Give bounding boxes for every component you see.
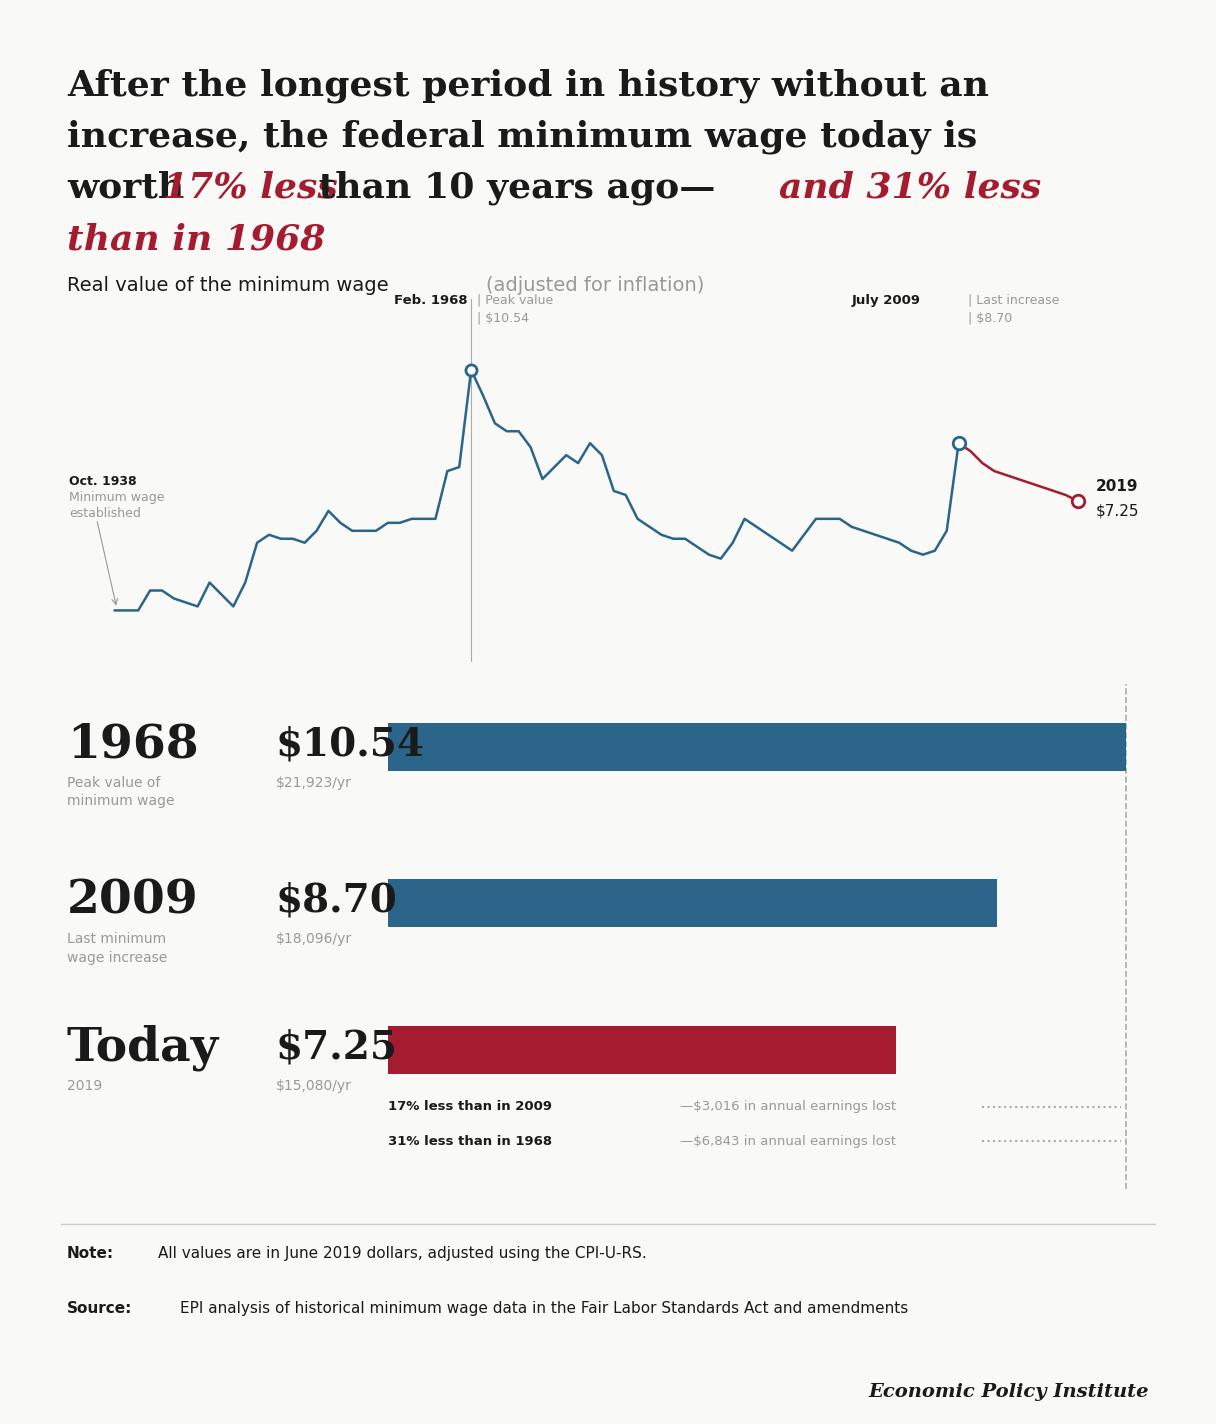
Text: Today: Today <box>67 1024 219 1071</box>
Text: and 31% less: and 31% less <box>779 171 1042 205</box>
Text: 2019: 2019 <box>67 1079 102 1094</box>
Text: $8.70: $8.70 <box>276 881 398 920</box>
Text: than in 1968: than in 1968 <box>67 222 325 256</box>
Text: —$6,843 in annual earnings lost: —$6,843 in annual earnings lost <box>680 1135 896 1148</box>
Text: established: established <box>69 507 141 520</box>
Text: 17% less: 17% less <box>163 171 338 205</box>
Text: increase, the federal minimum wage today is: increase, the federal minimum wage today… <box>67 120 978 154</box>
Text: 2019: 2019 <box>1096 480 1138 494</box>
Text: Oct. 1938: Oct. 1938 <box>69 476 137 488</box>
Text: Peak value of
minimum wage: Peak value of minimum wage <box>67 776 174 809</box>
Text: 17% less than in 2009: 17% less than in 2009 <box>388 1101 552 1114</box>
Text: than 10 years ago—: than 10 years ago— <box>306 171 716 205</box>
Text: | $8.70: | $8.70 <box>968 312 1013 325</box>
Text: $15,080/yr: $15,080/yr <box>276 1079 351 1094</box>
Text: 1968: 1968 <box>67 721 198 768</box>
Text: $10.54: $10.54 <box>276 725 424 763</box>
Text: After the longest period in history without an: After the longest period in history with… <box>67 68 989 103</box>
Text: Note:: Note: <box>67 1246 114 1262</box>
FancyBboxPatch shape <box>388 723 1126 770</box>
Text: | $10.54: | $10.54 <box>477 312 529 325</box>
Text: Source:: Source: <box>67 1302 133 1316</box>
Text: | Last increase: | Last increase <box>968 293 1059 306</box>
Text: EPI analysis of historical minimum wage data in the Fair Labor Standards Act and: EPI analysis of historical minimum wage … <box>180 1302 908 1316</box>
Text: Minimum wage: Minimum wage <box>69 491 164 504</box>
Text: $7.25: $7.25 <box>1096 503 1139 518</box>
Text: July 2009: July 2009 <box>851 293 921 306</box>
FancyBboxPatch shape <box>388 880 997 927</box>
Text: All values are in June 2019 dollars, adjusted using the CPI-U-RS.: All values are in June 2019 dollars, adj… <box>158 1246 647 1262</box>
Text: worth: worth <box>67 171 197 205</box>
Text: 2009: 2009 <box>67 877 198 924</box>
Text: Feb. 1968: Feb. 1968 <box>394 293 467 306</box>
FancyBboxPatch shape <box>388 1027 896 1074</box>
Text: Economic Policy Institute: Economic Policy Institute <box>868 1383 1149 1401</box>
Text: $18,096/yr: $18,096/yr <box>276 933 351 947</box>
Text: 31% less than in 1968: 31% less than in 1968 <box>388 1135 552 1148</box>
Text: | Peak value: | Peak value <box>477 293 553 306</box>
Text: Last minimum
wage increase: Last minimum wage increase <box>67 933 167 965</box>
Text: —$3,016 in annual earnings lost: —$3,016 in annual earnings lost <box>680 1101 896 1114</box>
Text: (adjusted for inflation): (adjusted for inflation) <box>486 276 705 295</box>
Text: Real value of the minimum wage: Real value of the minimum wage <box>67 276 395 295</box>
Text: $21,923/yr: $21,923/yr <box>276 776 351 790</box>
Text: $7.25: $7.25 <box>276 1028 398 1067</box>
